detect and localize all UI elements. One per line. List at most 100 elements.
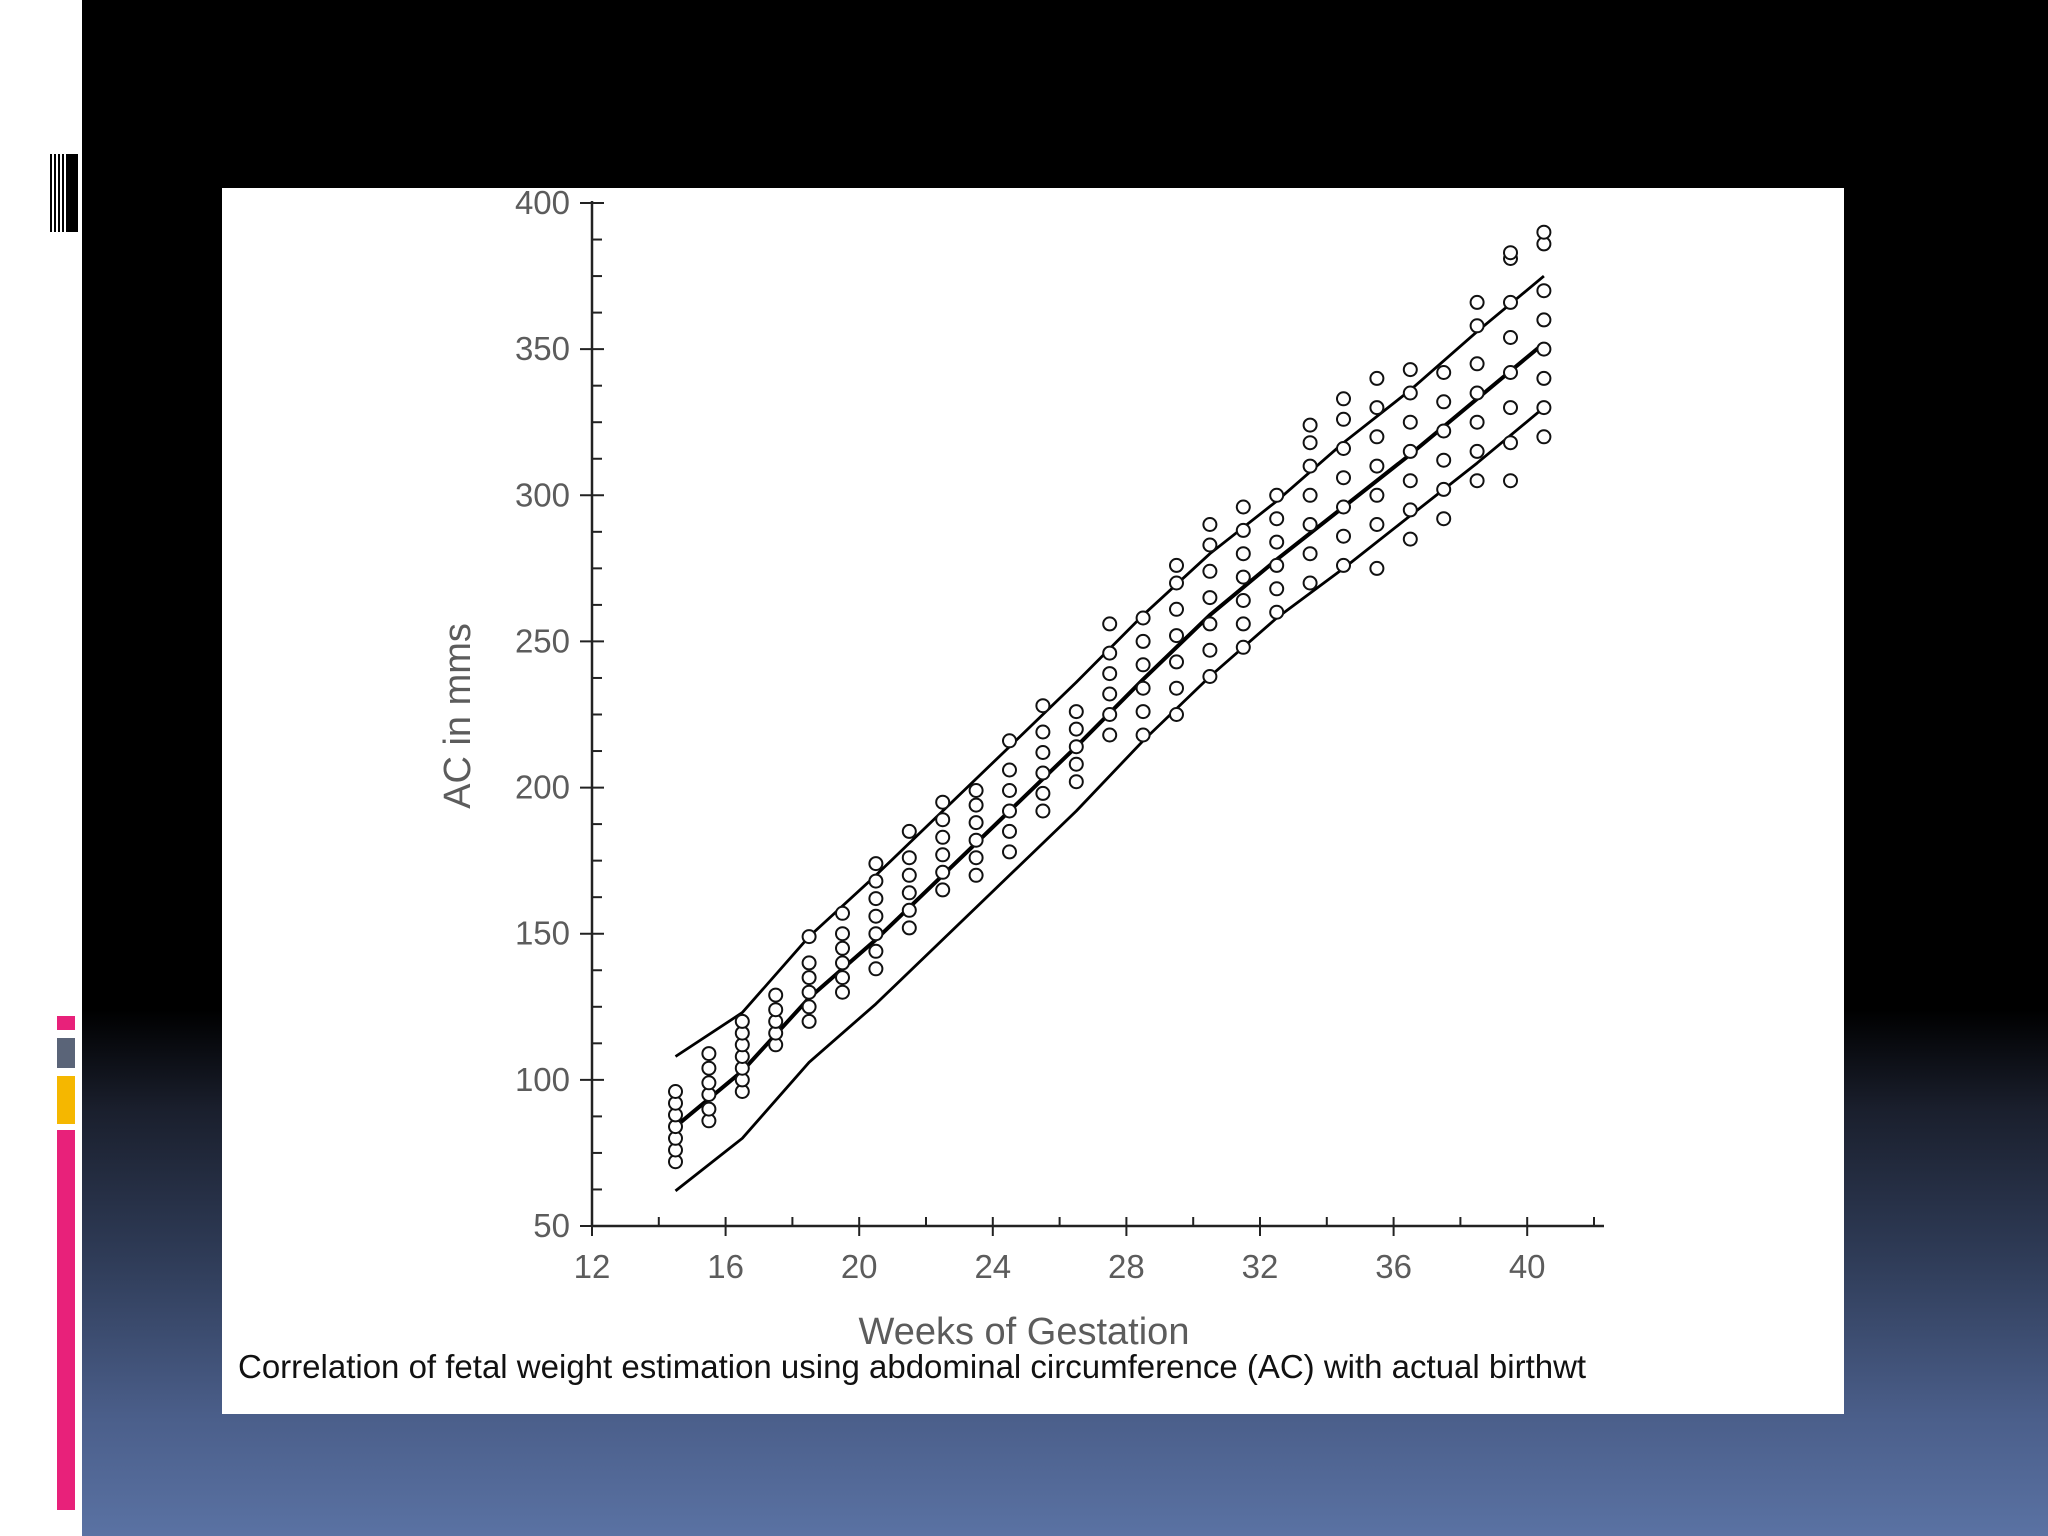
data-point — [1235, 546, 1251, 562]
data-point — [1469, 356, 1485, 372]
data-point — [1169, 575, 1184, 591]
x-tick-label: 36 — [1375, 1248, 1412, 1285]
data-point — [1369, 560, 1385, 576]
data-point — [1102, 616, 1118, 632]
data-point — [868, 943, 884, 959]
data-point — [901, 920, 917, 936]
data-point — [1235, 593, 1251, 608]
data-point — [1402, 414, 1418, 430]
data-point — [1169, 557, 1184, 573]
data-point — [968, 832, 984, 848]
data-point — [1503, 400, 1518, 416]
data-point — [801, 1013, 817, 1029]
data-point — [1035, 765, 1051, 781]
data-point — [1503, 330, 1518, 345]
data-point — [1035, 724, 1051, 740]
data-point — [1402, 502, 1418, 518]
data-point — [1202, 517, 1218, 532]
data-point — [1302, 435, 1318, 451]
data-point — [1002, 762, 1017, 778]
data-point — [1202, 669, 1218, 684]
data-point — [734, 1013, 750, 1029]
data-point — [1002, 733, 1017, 749]
data-point — [1068, 721, 1084, 737]
data-point — [1068, 739, 1084, 755]
data-point — [1035, 745, 1051, 760]
data-point — [1102, 727, 1118, 743]
data-point — [935, 864, 951, 880]
data-point — [901, 885, 917, 901]
data-point — [1503, 294, 1518, 310]
data-point — [868, 856, 884, 872]
data-point — [1002, 803, 1017, 819]
data-point — [1202, 537, 1218, 553]
data-point — [1169, 628, 1184, 644]
data-point — [1336, 499, 1351, 515]
data-point — [1469, 294, 1485, 310]
data-point — [1402, 362, 1418, 378]
data-point — [1503, 473, 1518, 489]
data-point — [801, 970, 817, 986]
data-point — [1202, 590, 1218, 606]
y-tick-label: 200 — [515, 769, 570, 806]
data-point — [968, 783, 984, 798]
data-point — [701, 1101, 717, 1117]
data-point — [801, 955, 817, 971]
y-tick-label: 350 — [515, 330, 570, 367]
data-point — [1369, 458, 1385, 474]
data-point — [701, 1075, 717, 1091]
data-point — [1169, 601, 1184, 617]
data-point — [968, 850, 984, 866]
y-tick-label: 300 — [515, 476, 570, 513]
data-point — [1469, 473, 1485, 489]
data-point — [1469, 443, 1485, 459]
data-point — [1102, 645, 1118, 661]
data-point — [1235, 639, 1251, 655]
data-point — [1336, 411, 1351, 427]
data-point — [835, 984, 850, 1000]
data-point — [868, 873, 884, 889]
data-point — [1269, 557, 1285, 573]
data-point — [935, 812, 951, 828]
figure-caption: Correlation of fetal weight estimation u… — [238, 1348, 1587, 1385]
data-point — [1235, 616, 1251, 632]
data-point — [835, 905, 850, 921]
data-point — [1302, 546, 1318, 562]
data-point — [1135, 610, 1151, 626]
data-point — [1369, 429, 1385, 445]
data-point — [1135, 704, 1151, 720]
data-point — [1469, 385, 1485, 401]
data-point — [1035, 698, 1051, 714]
accent-slate — [57, 1038, 75, 1068]
data-point — [801, 999, 817, 1015]
data-point — [1503, 435, 1518, 451]
data-point — [768, 1002, 784, 1018]
data-point — [1102, 686, 1118, 702]
data-point — [668, 1084, 683, 1099]
x-tick-label: 16 — [707, 1248, 744, 1285]
data-point — [1035, 803, 1051, 819]
data-point — [835, 970, 850, 986]
data-point — [1536, 400, 1552, 416]
y-tick-label: 400 — [515, 188, 570, 221]
data-point — [1336, 557, 1351, 573]
data-point — [701, 1060, 717, 1076]
data-point — [1536, 341, 1552, 357]
data-point — [968, 815, 984, 831]
data-point — [1135, 633, 1151, 649]
data-point — [1202, 642, 1218, 658]
data-point — [1035, 785, 1051, 801]
data-point — [1469, 318, 1485, 334]
slide-corner-decoration — [48, 150, 82, 236]
data-point — [1135, 680, 1151, 696]
data-point — [1302, 458, 1318, 474]
data-point — [1302, 517, 1318, 532]
data-point — [1469, 414, 1485, 430]
data-point — [1269, 487, 1285, 503]
y-tick-label: 250 — [515, 622, 570, 659]
data-point — [1336, 391, 1351, 407]
y-tick-label: 150 — [515, 915, 570, 952]
data-point — [1369, 487, 1385, 503]
data-point — [801, 984, 817, 1000]
